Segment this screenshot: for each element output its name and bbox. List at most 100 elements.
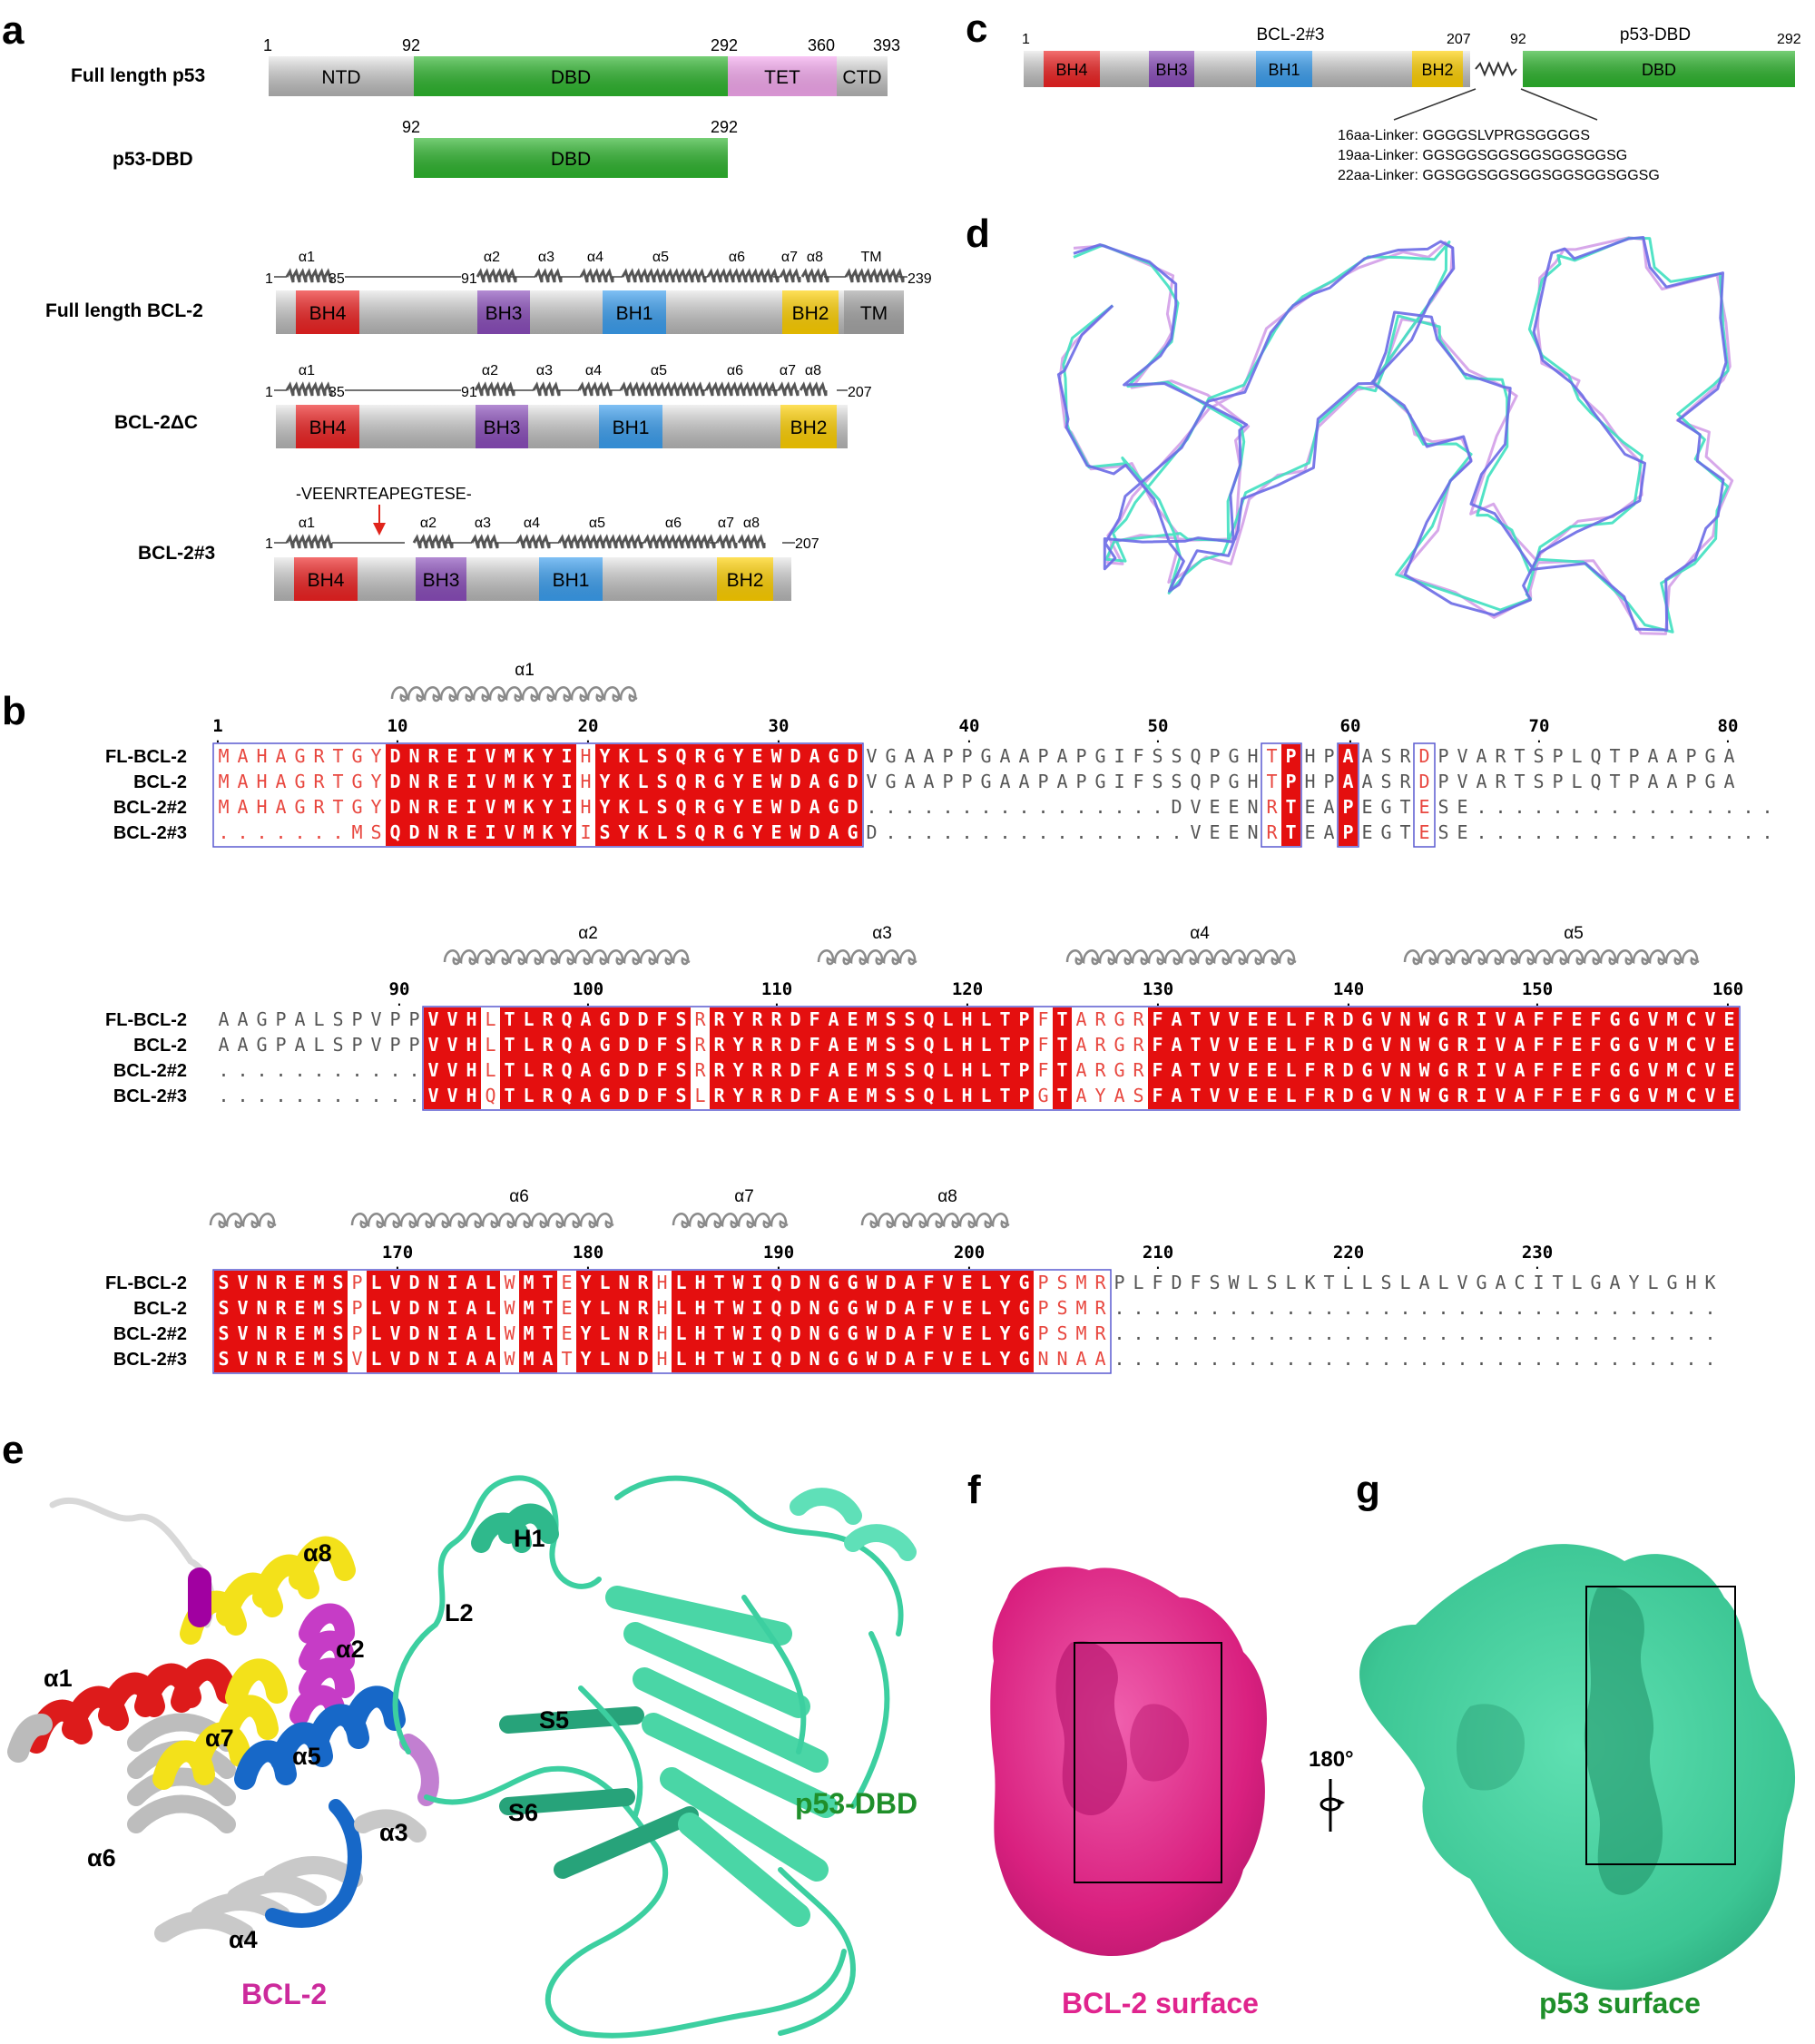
p53-num-393: 393 (873, 36, 900, 54)
helix-cartoon-icon (1403, 949, 1700, 966)
ruler-number: 90 (389, 979, 410, 999)
label-a2: α2 (336, 1636, 365, 1663)
helix-label: α5 (589, 516, 605, 531)
helix-cartoon-icon (817, 949, 917, 966)
helix-2-icon (476, 268, 517, 283)
helix-label: α2 (578, 924, 598, 943)
helix-label: α8 (937, 1187, 957, 1206)
helix-track: α1 α2 α3 α4 α5 α6 α7 α8 TM (285, 250, 905, 283)
conserved-block (386, 744, 576, 846)
bh4-label: BH4 (309, 303, 347, 324)
sequence-name: BCL-2#3 (113, 823, 187, 843)
ruler-number: 20 (578, 716, 599, 736)
p53-surface (1359, 1544, 1796, 1990)
helix-1-icon (285, 268, 333, 283)
helix-label: TM (860, 250, 881, 265)
helix-9-icon (844, 268, 905, 283)
helix-4-icon (577, 381, 613, 397)
p53-ctd-label: CTD (842, 67, 881, 88)
p53-ntd-label: NTD (321, 67, 360, 88)
helix-1-icon (285, 381, 333, 397)
ruler-dot: . (584, 729, 593, 746)
p53-cartoon (392, 1475, 917, 2039)
helix-label: α3 (872, 924, 892, 943)
c-left-title: BCL-2#3 (1257, 25, 1325, 44)
label-s5: S5 (539, 1706, 569, 1734)
ruler-dot: . (965, 1255, 974, 1273)
conserved-block (424, 1007, 481, 1109)
bh2-label: BH2 (790, 418, 828, 438)
label-a8: α8 (303, 1539, 332, 1567)
bcl2-num-1: 1 (265, 271, 273, 287)
helix-label: α7 (734, 1187, 754, 1206)
ruler-dot: . (395, 992, 404, 1009)
panel-d: d (966, 211, 1734, 635)
label-a7: α7 (205, 1725, 234, 1752)
alignment-block: α6 α7 α8170.180.190.200.210.220.230.FL-BCL… (105, 1187, 1716, 1374)
ruler-number: 230 (1522, 1243, 1553, 1263)
bcl2-num-239: 239 (908, 271, 932, 287)
helix-4-icon (515, 534, 551, 549)
panel-f: f 180° BCL-2 surface (967, 1468, 1354, 2019)
sequence-name: BCL-2#3 (113, 1350, 187, 1370)
ruler-dot: . (393, 729, 402, 746)
c-num-1: 1 (1022, 32, 1030, 47)
p53-surface-caption: p53 surface (1539, 1987, 1701, 2019)
construct-name: p53-DBD (113, 149, 193, 170)
c-bh1-label: BH1 (1268, 61, 1300, 79)
helix-7-icon (777, 381, 800, 397)
construct-bcl2-delta-c: BCL-2ΔC 1 α1 α2 α3 α4 α5 α6 α7 α8 35 91 207 BH4… (114, 363, 872, 448)
helix-3-icon (534, 268, 563, 283)
similarity-box (1337, 742, 1359, 848)
helix-label: α1 (299, 250, 315, 265)
conserved-block (500, 1007, 691, 1109)
sequence-name: BCL-2 (133, 1036, 187, 1056)
label-s6: S6 (508, 1799, 538, 1826)
ruler-number: 110 (761, 979, 792, 999)
ruler-number: 170 (382, 1243, 413, 1263)
helix-label: α7 (718, 516, 734, 531)
ruler-dot: . (774, 729, 783, 746)
alignment-block: α11.10.20.30.40.50.60.70.80.FL-BCL-2 M A H A… (105, 661, 1773, 848)
sequence-name: BCL-2#2 (113, 798, 187, 818)
helix-label: α8 (743, 516, 760, 531)
ruler-dot: . (965, 729, 974, 746)
bh1-label: BH1 (613, 418, 650, 438)
similarity-box (1413, 742, 1436, 848)
panel-e: e (2, 1428, 917, 2039)
construct-full-length-bcl2: Full length BCL-2 1 α1 α2 α3 α4 α5 α6 α7 α8 TM 3… (45, 250, 932, 334)
ruler-number: 30 (769, 716, 790, 736)
ruler-number: 180 (573, 1243, 603, 1263)
helix-3-icon (470, 534, 499, 549)
label-a3: α3 (379, 1819, 408, 1846)
ruler-dot: . (1535, 729, 1544, 746)
ruler-dot: . (1344, 1255, 1353, 1273)
conserved-block (1281, 744, 1300, 846)
linker-16aa: 16aa-Linker: GGGGSLVPRGSGGGGS (1338, 128, 1590, 143)
helix-label: α6 (729, 250, 745, 265)
dbd-label: DBD (551, 149, 591, 170)
helix-label: α7 (781, 250, 798, 265)
ruler-dot: . (963, 992, 972, 1009)
sequence-name: BCL-2#2 (113, 1324, 187, 1344)
dc-num-1: 1 (265, 385, 273, 400)
ruler-number: 80 (1718, 716, 1739, 736)
conserved-block (1339, 744, 1358, 846)
ruler-number: 10 (388, 716, 408, 736)
ruler-number: 120 (952, 979, 983, 999)
c-num-92: 92 (1510, 32, 1526, 47)
bh3-label: BH3 (423, 570, 460, 591)
label-a4: α4 (229, 1926, 258, 1953)
label-a6: α6 (87, 1844, 116, 1872)
helix-cartoon-icon (350, 1213, 614, 1229)
c-dbd-label: DBD (1642, 61, 1676, 79)
helix-label: α2 (482, 363, 498, 378)
alignment-block: α2 α3 α4 α590.100.110.120.130.140.150.160.F… (105, 924, 1743, 1111)
ruler-dot: . (393, 1255, 402, 1273)
ruler-number: 150 (1522, 979, 1553, 999)
